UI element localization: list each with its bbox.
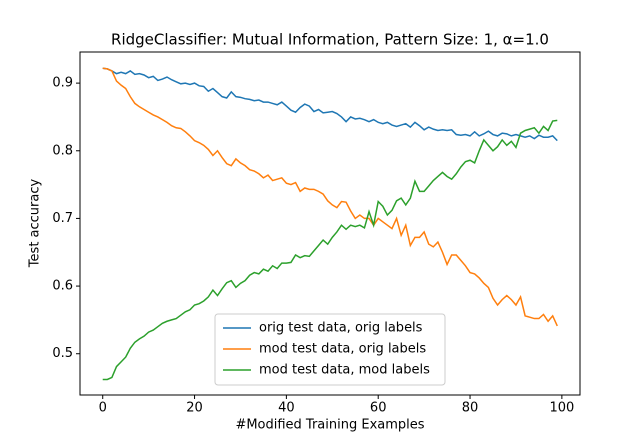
y-tick-label: 0.7 bbox=[52, 211, 73, 226]
axes-frame bbox=[79, 51, 581, 396]
data-line bbox=[102, 119, 558, 381]
y-tick-label: 0.9 bbox=[52, 76, 73, 91]
legend-label: mod test data, mod labels bbox=[259, 363, 430, 378]
legend-label: mod test data, orig labels bbox=[259, 342, 426, 357]
data-line bbox=[102, 67, 558, 327]
x-tick-label: 80 bbox=[462, 401, 479, 416]
y-axis-label: Test accuracy bbox=[28, 179, 43, 269]
x-tick-label: 60 bbox=[370, 401, 387, 416]
x-tick-label: 40 bbox=[278, 401, 295, 416]
legend-box bbox=[214, 313, 446, 386]
x-tick-label: 0 bbox=[99, 401, 107, 416]
legend-label: orig test data, orig labels bbox=[259, 321, 423, 336]
chart-title: RidgeClassifier: Mutual Information, Pat… bbox=[111, 31, 549, 49]
x-tick-label: 100 bbox=[549, 401, 574, 416]
y-tick-label: 0.6 bbox=[52, 279, 73, 294]
x-axis-label: #Modified Training Examples bbox=[235, 418, 424, 433]
y-tick-label: 0.5 bbox=[52, 346, 73, 361]
x-tick-label: 20 bbox=[186, 401, 203, 416]
data-line bbox=[102, 67, 558, 142]
y-tick-label: 0.8 bbox=[52, 143, 73, 158]
